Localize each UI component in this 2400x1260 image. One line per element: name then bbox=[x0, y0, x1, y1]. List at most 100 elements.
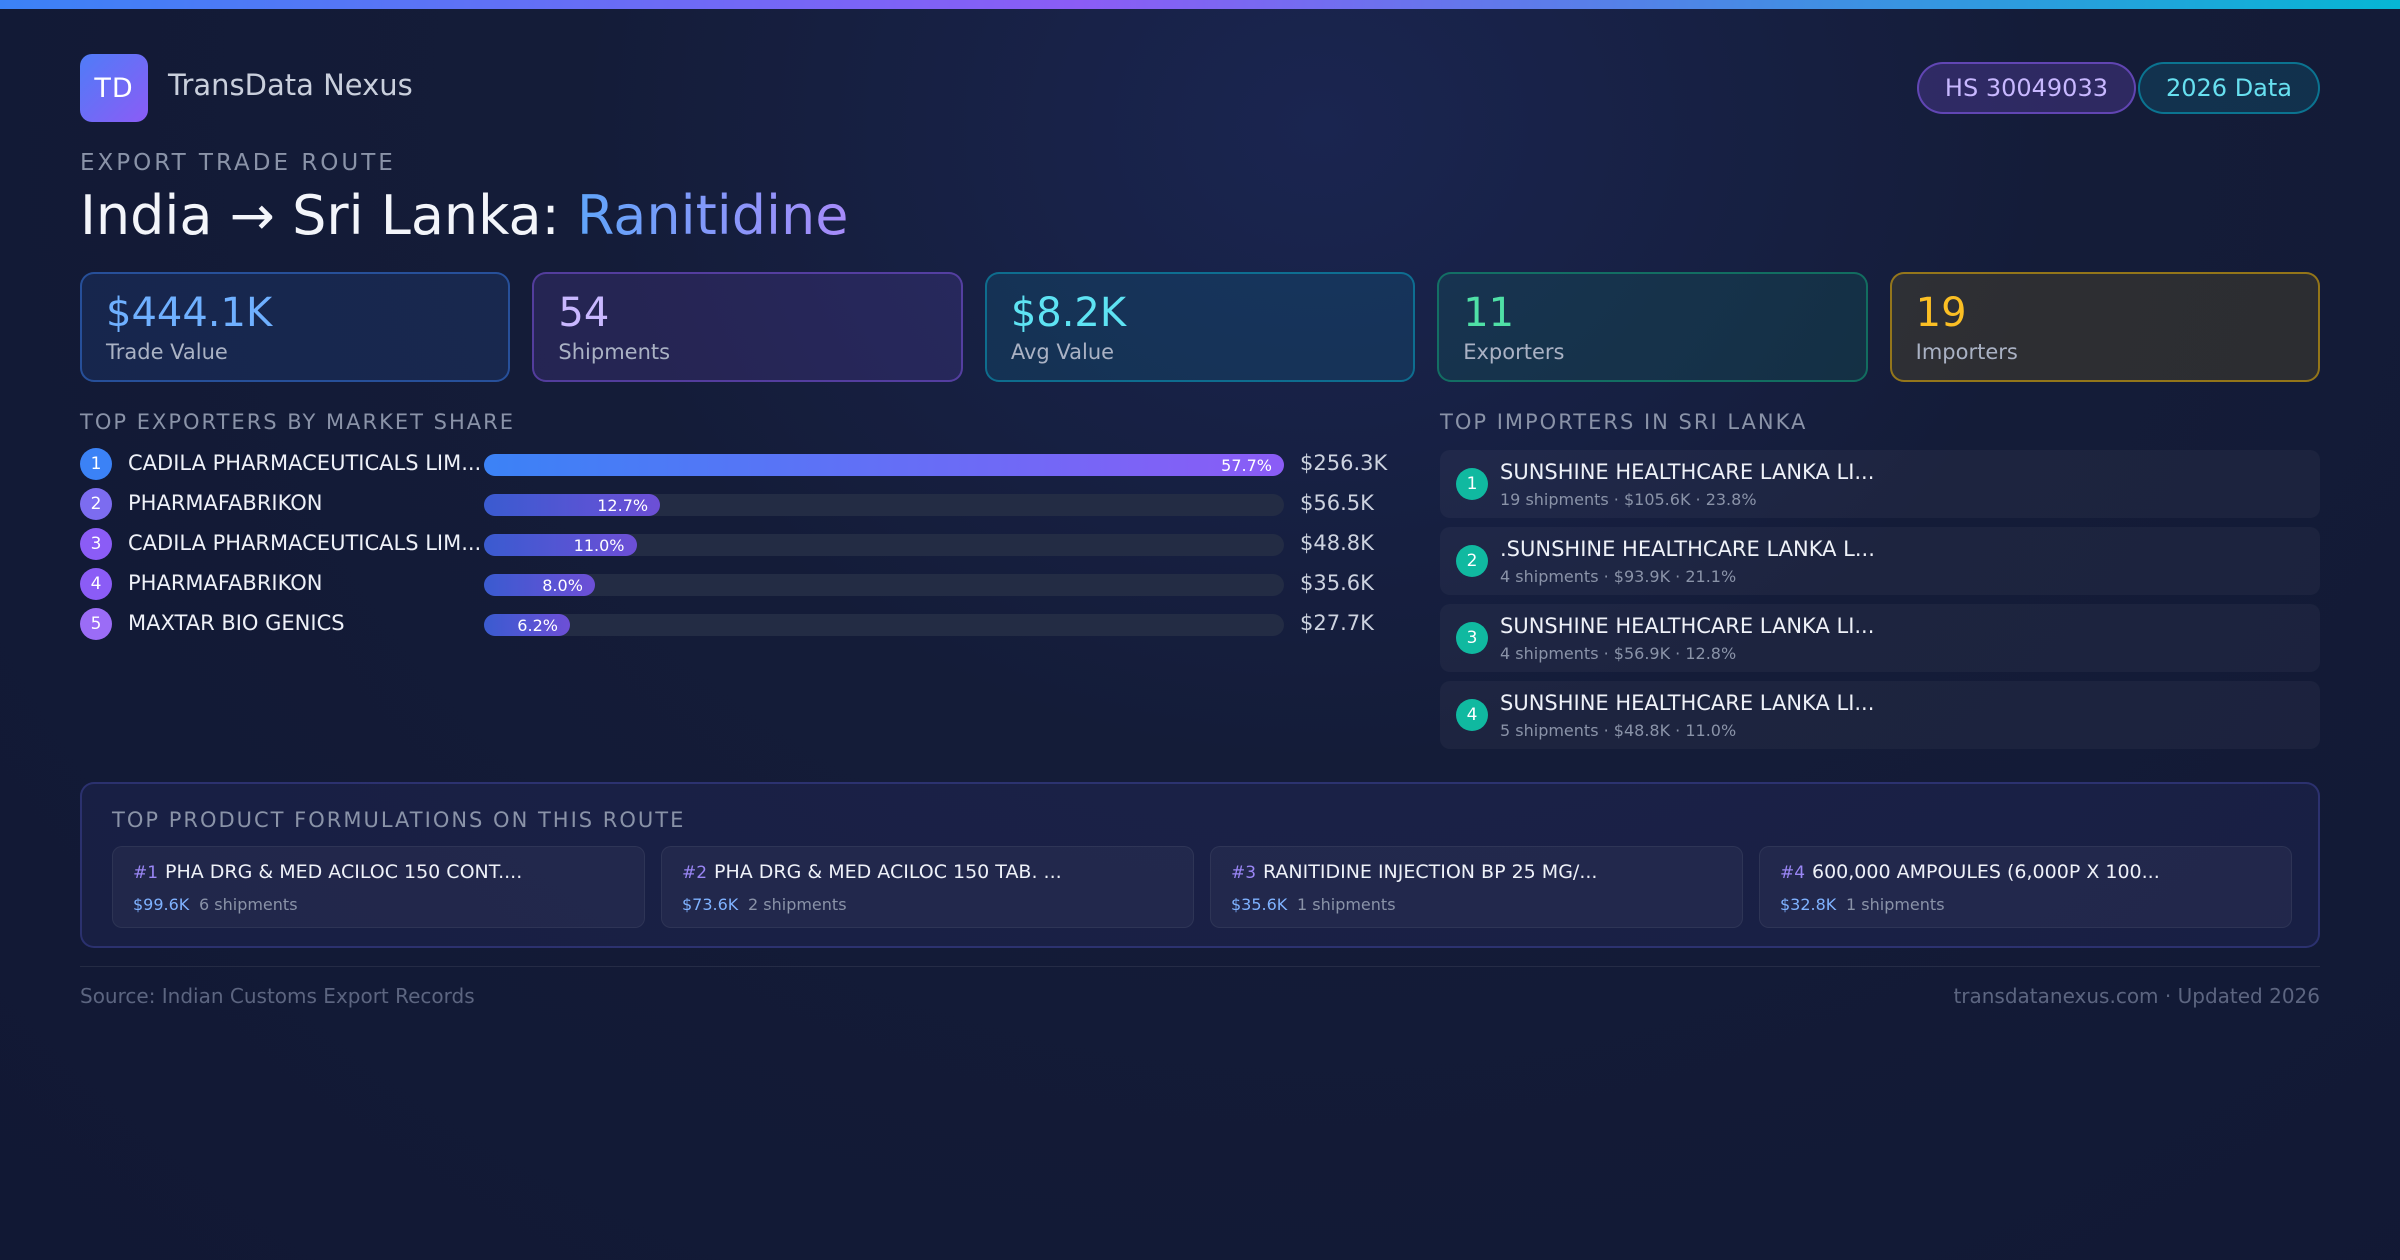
formulation-value: $99.6K bbox=[133, 895, 190, 914]
importer-rank: 4 bbox=[1456, 699, 1488, 731]
formulation-card[interactable]: #3 RANITIDINE INJECTION BP 25 MG/... $35… bbox=[1210, 846, 1743, 928]
formulations-panel: TOP PRODUCT FORMULATIONS ON THIS ROUTE #… bbox=[80, 782, 2320, 948]
formulation-rank: #4 bbox=[1780, 863, 1806, 883]
stat-label: Exporters bbox=[1463, 340, 1565, 364]
stat-value: 19 bbox=[1915, 290, 1967, 336]
exporter-rank: 1 bbox=[80, 448, 112, 480]
share-bar-fill: 6.2% bbox=[484, 614, 570, 636]
stat-value: $444.1K bbox=[106, 290, 273, 336]
exporters-list: 1 CADILA PHARMACEUTICALS LIM... 57.7% $2… bbox=[80, 446, 1400, 646]
formulation-value: $32.8K bbox=[1780, 895, 1837, 914]
share-bar-fill: 11.0% bbox=[484, 534, 637, 556]
footer-site-link[interactable]: transdatanexus.com · Updated 2026 bbox=[1953, 984, 2320, 1008]
brand-initials: TD bbox=[94, 72, 134, 104]
importer-meta: 5 shipments · $48.8K · 11.0% bbox=[1500, 721, 1737, 740]
stat-avg-value: $8.2K Avg Value bbox=[984, 272, 1416, 382]
formulation-rank: #1 bbox=[133, 863, 159, 883]
exporter-value: $56.5K bbox=[1300, 491, 1374, 515]
exporter-name: CADILA PHARMACEUTICALS LIM... bbox=[128, 531, 482, 555]
top-accent-bar bbox=[0, 0, 2400, 9]
importer-name: SUNSHINE HEALTHCARE LANKA LI... bbox=[1500, 614, 1875, 638]
page-title: India → Sri Lanka: Ranitidine bbox=[80, 184, 848, 247]
importers-heading: TOP IMPORTERS IN SRI LANKA bbox=[1440, 410, 1808, 434]
route-title: India → Sri Lanka: bbox=[80, 184, 577, 247]
stat-importers: 19 Importers bbox=[1889, 272, 2321, 382]
exporter-name: CADILA PHARMACEUTICALS LIM... bbox=[128, 451, 482, 475]
share-bar-track: 12.7% bbox=[484, 494, 1284, 516]
importer-name: .SUNSHINE HEALTHCARE LANKA L... bbox=[1500, 537, 1875, 561]
importers-list: 1 SUNSHINE HEALTHCARE LANKA LI... 19 shi… bbox=[1440, 450, 2320, 758]
formulation-rank: #3 bbox=[1231, 863, 1257, 883]
exporter-row[interactable]: 3 CADILA PHARMACEUTICALS LIM... 11.0% $4… bbox=[80, 526, 1400, 566]
exporter-row[interactable]: 1 CADILA PHARMACEUTICALS LIM... 57.7% $2… bbox=[80, 446, 1400, 486]
formulation-value: $35.6K bbox=[1231, 895, 1288, 914]
exporter-value: $27.7K bbox=[1300, 611, 1374, 635]
stat-exporters: 11 Exporters bbox=[1437, 272, 1868, 382]
formulation-shipments: 1 shipments bbox=[1846, 895, 1945, 914]
importer-card[interactable]: 1 SUNSHINE HEALTHCARE LANKA LI... 19 shi… bbox=[1440, 450, 2320, 518]
share-bar-track: 8.0% bbox=[484, 574, 1284, 596]
formulation-shipments: 6 shipments bbox=[199, 895, 298, 914]
stat-shipments: 54 Shipments bbox=[532, 272, 963, 382]
exporter-rank: 4 bbox=[80, 568, 112, 600]
exporter-name: PHARMAFABRIKON bbox=[128, 571, 323, 595]
footer-divider bbox=[80, 966, 2320, 967]
exporter-rank: 3 bbox=[80, 528, 112, 560]
stat-label: Trade Value bbox=[106, 340, 228, 364]
formulation-card[interactable]: #1 PHA DRG & MED ACILOC 150 CONT.... $99… bbox=[112, 846, 645, 928]
exporter-value: $35.6K bbox=[1300, 571, 1374, 595]
stat-value: 54 bbox=[558, 290, 610, 336]
importer-card[interactable]: 3 SUNSHINE HEALTHCARE LANKA LI... 4 ship… bbox=[1440, 604, 2320, 672]
stat-label: Avg Value bbox=[1010, 340, 1115, 364]
importer-card[interactable]: 4 SUNSHINE HEALTHCARE LANKA LI... 5 ship… bbox=[1440, 681, 2320, 749]
formulation-card[interactable]: #4 600,000 AMPOULES (6,000P X 100... $32… bbox=[1759, 846, 2292, 928]
importer-rank: 2 bbox=[1456, 545, 1488, 577]
data-year-badge: 2026 Data bbox=[2137, 62, 2320, 114]
exporter-value: $256.3K bbox=[1300, 451, 1388, 475]
importer-name: SUNSHINE HEALTHCARE LANKA LI... bbox=[1500, 460, 1875, 484]
page: TD TransData Nexus HS 30049033 2026 Data… bbox=[80, 0, 2321, 1260]
exporter-name: MAXTAR BIO GENICS bbox=[128, 611, 345, 635]
share-bar-fill: 12.7% bbox=[484, 494, 661, 516]
formulation-name: PHA DRG & MED ACILOC 150 TAB. ... bbox=[714, 861, 1062, 883]
exporter-rank: 2 bbox=[80, 488, 112, 520]
importer-rank: 3 bbox=[1456, 622, 1488, 654]
importer-meta: 4 shipments · $93.9K · 21.1% bbox=[1500, 567, 1737, 586]
exporter-value: $48.8K bbox=[1300, 531, 1374, 555]
exporter-row[interactable]: 5 MAXTAR BIO GENICS 6.2% $27.7K bbox=[80, 606, 1400, 646]
stat-label: Importers bbox=[1915, 340, 2018, 364]
importer-meta: 4 shipments · $56.9K · 12.8% bbox=[1500, 644, 1737, 663]
formulations-heading: TOP PRODUCT FORMULATIONS ON THIS ROUTE bbox=[112, 808, 686, 832]
importer-name: SUNSHINE HEALTHCARE LANKA LI... bbox=[1500, 691, 1875, 715]
exporter-name: PHARMAFABRIKON bbox=[128, 491, 323, 515]
formulation-rank: #2 bbox=[682, 863, 708, 883]
product-name: Ranitidine bbox=[576, 184, 849, 247]
importer-card[interactable]: 2 .SUNSHINE HEALTHCARE LANKA L... 4 ship… bbox=[1440, 527, 2320, 595]
share-bar-track: 11.0% bbox=[484, 534, 1284, 556]
formulation-name: 600,000 AMPOULES (6,000P X 100... bbox=[1812, 861, 2160, 883]
formulation-card[interactable]: #2 PHA DRG & MED ACILOC 150 TAB. ... $73… bbox=[661, 846, 1194, 928]
exporter-row[interactable]: 2 PHARMAFABRIKON 12.7% $56.5K bbox=[80, 486, 1400, 526]
brand-logo: TD bbox=[80, 54, 148, 122]
importer-meta: 19 shipments · $105.6K · 23.8% bbox=[1500, 490, 1757, 509]
stats-row: $444.1K Trade Value 54 Shipments $8.2K A… bbox=[80, 272, 2321, 382]
stat-value: 11 bbox=[1463, 290, 1515, 336]
stat-value: $8.2K bbox=[1010, 290, 1127, 336]
share-bar-track: 6.2% bbox=[484, 614, 1284, 636]
share-bar-fill: 8.0% bbox=[484, 574, 595, 596]
share-bar-fill: 57.7% bbox=[484, 454, 1284, 476]
stat-trade-value: $444.1K Trade Value bbox=[80, 272, 511, 382]
exporter-row[interactable]: 4 PHARMAFABRIKON 8.0% $35.6K bbox=[80, 566, 1400, 606]
route-eyebrow: EXPORT TRADE ROUTE bbox=[80, 150, 396, 176]
share-bar-track: 57.7% bbox=[484, 454, 1284, 476]
formulations-list: #1 PHA DRG & MED ACILOC 150 CONT.... $99… bbox=[112, 846, 2292, 928]
formulation-shipments: 2 shipments bbox=[748, 895, 847, 914]
footer-source: Source: Indian Customs Export Records bbox=[80, 984, 475, 1008]
formulation-value: $73.6K bbox=[682, 895, 739, 914]
formulation-name: RANITIDINE INJECTION BP 25 MG/... bbox=[1263, 861, 1598, 883]
formulation-shipments: 1 shipments bbox=[1297, 895, 1396, 914]
exporter-rank: 5 bbox=[80, 608, 112, 640]
importer-rank: 1 bbox=[1456, 468, 1488, 500]
brand-name: TransData Nexus bbox=[168, 68, 413, 102]
stat-label: Shipments bbox=[558, 340, 671, 364]
